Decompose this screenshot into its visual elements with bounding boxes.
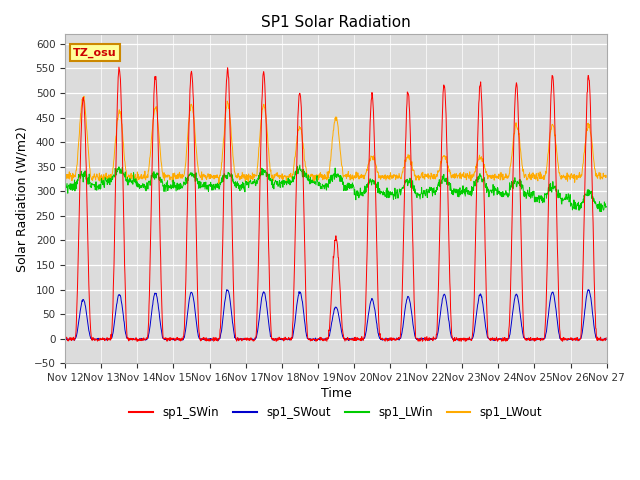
sp1_LWout [420,174,428,180]
sp1_LWout [243,177,251,182]
X-axis label: Time: Time [321,387,351,400]
sp1_SWin [182,257,190,263]
sp1_SWin [169,335,177,341]
sp1_LWin [538,196,546,202]
sp1_LWin [182,174,189,180]
sp1_LWin [242,179,250,184]
sp1_LWin [491,184,499,190]
Legend: sp1_SWin, sp1_SWout, sp1_LWin, sp1_LWout: sp1_SWin, sp1_SWout, sp1_LWin, sp1_LWout [125,401,547,423]
sp1_SWin [420,337,428,343]
sp1_LWout [182,159,189,165]
sp1_SWin [133,338,141,344]
sp1_LWin [598,209,605,215]
sp1_SWin [491,337,499,343]
sp1_LWout [80,93,88,99]
sp1_LWout [61,173,69,179]
sp1_LWout [169,175,177,180]
sp1_SWout [539,336,547,342]
sp1_SWout [490,338,498,344]
sp1_LWin [61,187,69,193]
sp1_LWout [215,181,223,187]
sp1_SWin [539,337,547,343]
Y-axis label: Solar Radiation (W/m2): Solar Radiation (W/m2) [15,126,28,272]
sp1_SWout [61,336,69,342]
Title: SP1 Solar Radiation: SP1 Solar Radiation [261,15,411,30]
sp1_SWout [491,336,499,342]
Line: sp1_LWout: sp1_LWout [65,96,606,184]
sp1_SWin [115,64,123,70]
sp1_SWin [61,337,69,343]
sp1_SWout [223,287,230,292]
sp1_LWin [296,162,303,168]
sp1_LWout [539,174,547,180]
Line: sp1_SWin: sp1_SWin [65,67,606,341]
sp1_LWin [420,191,428,196]
sp1_SWout [182,328,189,334]
sp1_SWout [168,336,176,342]
sp1_SWout [420,336,428,342]
Text: TZ_osu: TZ_osu [73,48,117,58]
sp1_SWin [602,335,610,341]
sp1_SWout [243,336,250,342]
sp1_SWin [243,337,251,343]
sp1_LWin [602,204,610,209]
sp1_LWout [491,171,499,177]
sp1_LWin [168,182,176,188]
sp1_SWout [602,336,610,342]
Line: sp1_SWout: sp1_SWout [65,289,606,341]
sp1_LWout [602,174,610,180]
Line: sp1_LWin: sp1_LWin [65,165,606,212]
